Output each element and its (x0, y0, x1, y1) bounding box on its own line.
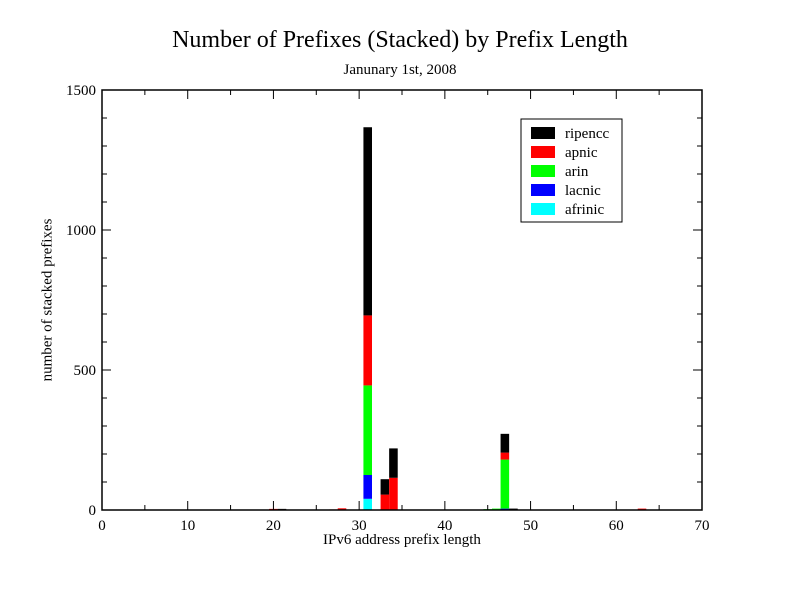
legend-swatch-afrinic (531, 203, 555, 215)
x-tick-label: 60 (609, 518, 624, 534)
y-tick-label: 1000 (66, 223, 96, 239)
legend-label-afrinic: afrinic (565, 202, 604, 218)
legend-label-lacnic: lacnic (565, 183, 601, 199)
x-tick-label: 10 (180, 518, 195, 534)
bar-segment-arin-31 (363, 385, 372, 475)
x-tick-label: 20 (266, 518, 281, 534)
bar-segment-afrinic-31 (363, 498, 372, 510)
x-tick-label: 40 (437, 518, 452, 534)
x-tick-label: 0 (98, 518, 106, 534)
bar-segment-apnic-47 (500, 452, 510, 460)
x-tick-label: 70 (695, 518, 710, 534)
legend-label-ripencc: ripencc (565, 126, 609, 142)
legend-label-arin: arin (565, 164, 589, 180)
legend-swatch-arin (531, 165, 555, 177)
y-tick-label: 0 (89, 503, 97, 519)
chart-subtitle: Janunary 1st, 2008 (343, 62, 457, 78)
bar-segment-apnic-33 (380, 494, 390, 510)
legend-swatch-ripencc (531, 127, 555, 139)
x-tick-label: 50 (523, 518, 538, 534)
legend-swatch-apnic (531, 146, 555, 158)
legend-swatch-lacnic (531, 184, 555, 196)
bar-segment-lacnic-31 (363, 475, 372, 499)
ticks-layer: 0 10 20 30 40 50 60 70 0 500 1000 1500 (66, 83, 710, 534)
x-axis-label: IPv6 address prefix length (323, 532, 481, 548)
y-axis-label: number of stacked prefixes (39, 218, 56, 382)
bar-segment-ripencc-34 (389, 448, 398, 478)
bar-segment-arin-47 (500, 459, 510, 509)
bar-segment-ripencc-21 (277, 508, 287, 510)
legend-label-apnic: apnic (565, 145, 598, 161)
legend: ripencc apnic arin lacnic afrinic (520, 118, 623, 223)
y-tick-label: 1500 (66, 83, 96, 99)
x-tick-label: 30 (352, 518, 367, 534)
bar-segment-ripencc-47 (500, 433, 510, 453)
bar-segment-apnic-34 (389, 477, 398, 510)
bar-segment-ripencc-31 (363, 127, 372, 316)
chart-title: Number of Prefixes (Stacked) by Prefix L… (172, 27, 628, 53)
bar-segment-apnic-28 (337, 508, 347, 510)
y-tick-label: 500 (74, 363, 97, 379)
bar-segment-ripencc-33 (380, 479, 390, 495)
bar-segment-apnic-31 (363, 315, 372, 386)
